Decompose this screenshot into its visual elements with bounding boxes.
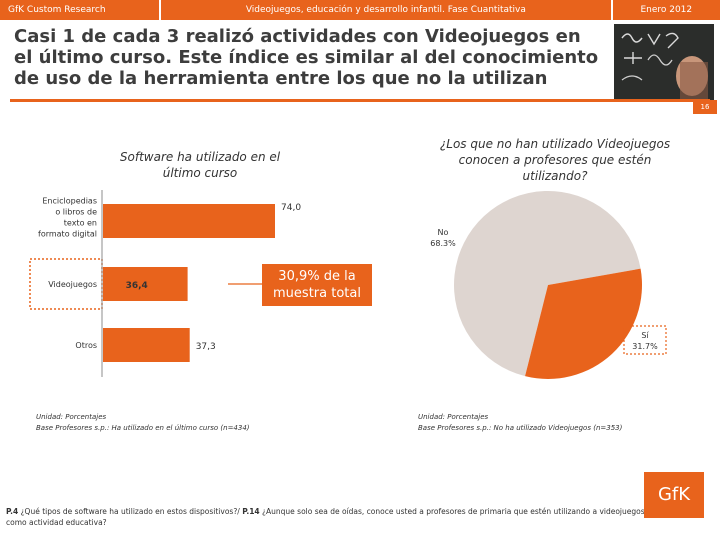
pie-note-base: Base Profesores s.p.: No ha utilizado Vi… <box>418 424 623 432</box>
footer-q2-text: ¿Aunque solo sea de oídas, conoce usted … <box>6 507 645 527</box>
footer-q1-text: ¿Qué tipos de software ha utilizado en e… <box>20 507 240 516</box>
pie-slice-no <box>453 190 641 377</box>
bar-category-label: o libros de <box>55 208 97 217</box>
study-title: Videojuegos, educación y desarrollo infa… <box>161 0 611 20</box>
bar-chart-title: Software ha utilizado en el último curso <box>119 150 281 180</box>
pie-label-no: No <box>438 228 449 237</box>
footer-questions: P.4 ¿Qué tipos de software ha utilizado … <box>6 506 646 528</box>
pie-chart-note: Unidad: Porcentajes Base Profesores s.p.… <box>418 412 718 434</box>
company-name: GfK Custom Research <box>0 0 160 20</box>
bar <box>103 267 188 301</box>
bar-value-label: 37,3 <box>196 342 216 352</box>
bar-category-label: Otros <box>75 341 97 350</box>
bar-value-label: 36,4 <box>126 281 148 291</box>
bar-note-unit: Unidad: Porcentajes <box>36 413 107 421</box>
report-date: Enero 2012 <box>612 0 720 20</box>
bar-category-label: texto en <box>64 219 97 228</box>
bar <box>103 328 190 362</box>
top-bar-separator <box>610 0 613 20</box>
footer-q2-code: P.14 <box>242 507 260 516</box>
top-bar-separator <box>159 0 162 20</box>
callout-box: 30,9% de la muestra total <box>262 264 372 306</box>
top-bar: GfK Custom Research Videojuegos, educaci… <box>0 0 720 20</box>
bar <box>103 204 275 238</box>
title-divider <box>10 99 710 102</box>
bar-category-label: formato digital <box>38 230 97 239</box>
footer-q1-code: P.4 <box>6 507 19 516</box>
pie-value-no: 68.3% <box>430 239 456 248</box>
bar-category-label: Enciclopedias <box>42 197 97 206</box>
pie-value-si: 31.7% <box>632 342 658 351</box>
gfk-logo: GfK <box>644 472 704 518</box>
page-title: Casi 1 de cada 3 realizó actividades con… <box>14 26 599 89</box>
bar-note-base: Base Profesores s.p.: Ha utilizado en el… <box>36 424 250 432</box>
page-number: 16 <box>693 100 717 114</box>
pie-chart-title: ¿Los que no han utilizado Videojuegos co… <box>439 137 671 183</box>
chalkboard-image <box>614 24 714 100</box>
pie-slice-si <box>525 268 642 379</box>
pie-note-unit: Unidad: Porcentajes <box>418 413 489 421</box>
pie-label-si: Sí <box>641 331 649 340</box>
bar-category-label: Videojuegos <box>48 280 97 289</box>
bar-chart-note: Unidad: Porcentajes Base Profesores s.p.… <box>36 412 336 434</box>
bar-value-label: 74,0 <box>281 203 301 213</box>
chalkboard-photo <box>614 24 714 100</box>
pie-si-highlight <box>623 325 667 355</box>
